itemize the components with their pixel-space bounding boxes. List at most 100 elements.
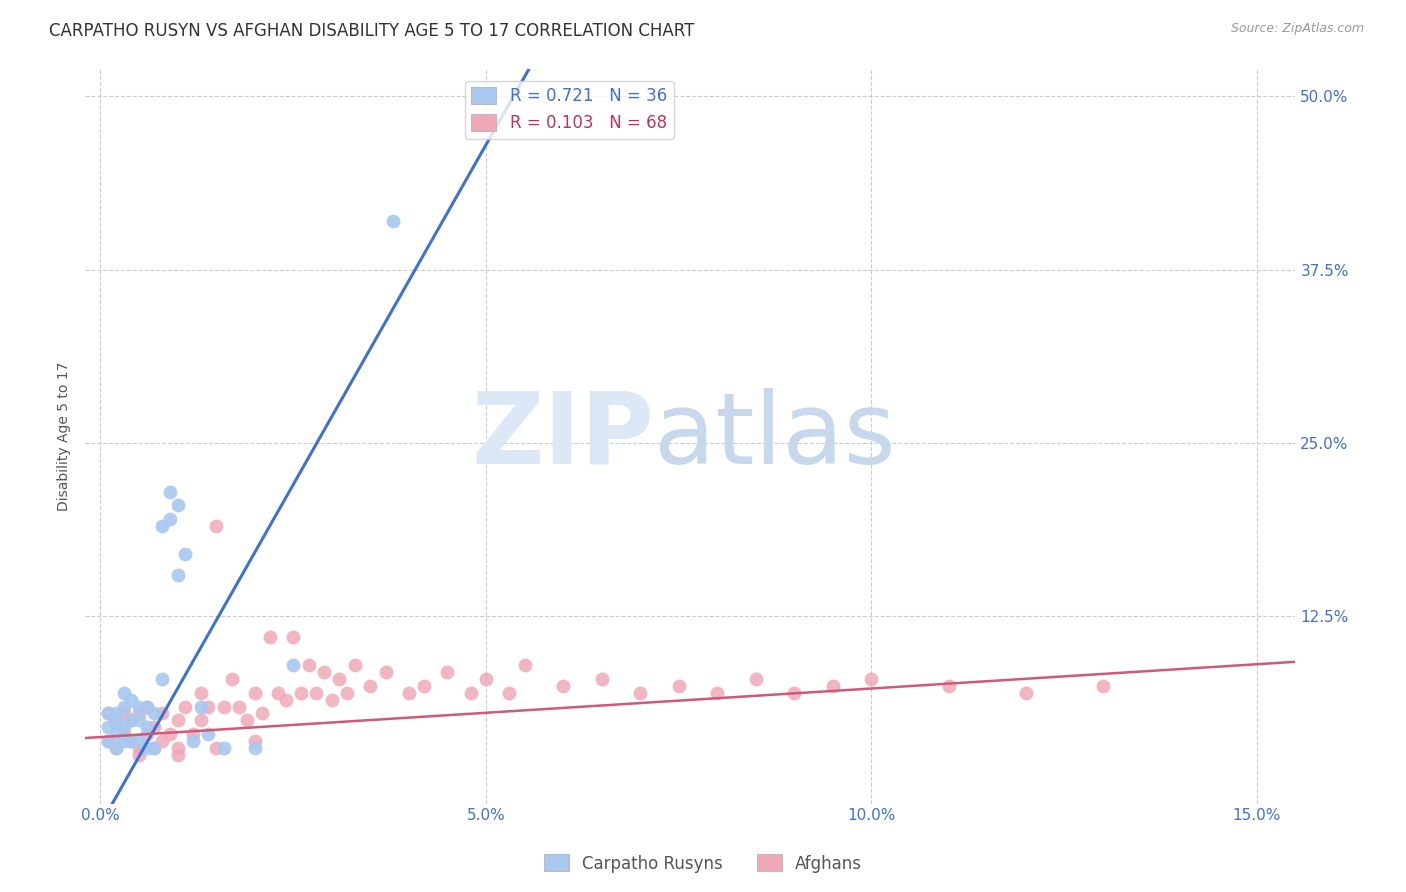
- Point: [143, 741, 166, 756]
- Point: [197, 727, 219, 741]
- Point: [166, 741, 188, 756]
- Point: [104, 741, 127, 756]
- Point: [104, 714, 127, 728]
- Point: [104, 706, 127, 721]
- Point: [166, 567, 188, 582]
- Point: [783, 686, 806, 700]
- Point: [128, 714, 150, 728]
- Point: [236, 714, 259, 728]
- Point: [382, 214, 405, 228]
- Point: [513, 657, 536, 672]
- Point: [150, 519, 173, 533]
- Point: [143, 720, 166, 734]
- Point: [112, 720, 135, 734]
- Point: [120, 714, 142, 728]
- Point: [1014, 686, 1036, 700]
- Point: [143, 706, 166, 721]
- Text: atlas: atlas: [654, 387, 896, 484]
- Point: [135, 741, 157, 756]
- Point: [174, 699, 197, 714]
- Point: [166, 747, 188, 762]
- Point: [298, 657, 321, 672]
- Point: [212, 741, 235, 756]
- Point: [938, 679, 960, 693]
- Point: [128, 706, 150, 721]
- Point: [336, 686, 359, 700]
- Point: [745, 672, 768, 686]
- Point: [104, 727, 127, 741]
- Legend: R = 0.721   N = 36, R = 0.103   N = 68: R = 0.721 N = 36, R = 0.103 N = 68: [465, 80, 673, 138]
- Point: [205, 741, 228, 756]
- Point: [821, 679, 844, 693]
- Point: [135, 699, 157, 714]
- Point: [591, 672, 613, 686]
- Point: [104, 741, 127, 756]
- Point: [321, 692, 343, 706]
- Point: [283, 630, 305, 644]
- Point: [274, 692, 297, 706]
- Point: [283, 657, 305, 672]
- Point: [159, 484, 181, 499]
- Point: [128, 747, 150, 762]
- Point: [159, 727, 181, 741]
- Point: [190, 686, 212, 700]
- Point: [112, 706, 135, 721]
- Point: [860, 672, 883, 686]
- Point: [205, 519, 228, 533]
- Point: [112, 734, 135, 748]
- Point: [398, 686, 420, 700]
- Text: CARPATHO RUSYN VS AFGHAN DISABILITY AGE 5 TO 17 CORRELATION CHART: CARPATHO RUSYN VS AFGHAN DISABILITY AGE …: [49, 22, 695, 40]
- Point: [128, 734, 150, 748]
- Point: [305, 686, 328, 700]
- Point: [128, 741, 150, 756]
- Point: [135, 699, 157, 714]
- Point: [112, 727, 135, 741]
- Point: [166, 714, 188, 728]
- Point: [97, 706, 120, 721]
- Point: [120, 692, 142, 706]
- Point: [551, 679, 574, 693]
- Point: [166, 499, 188, 513]
- Point: [1091, 679, 1114, 693]
- Point: [197, 699, 219, 714]
- Point: [190, 699, 212, 714]
- Point: [436, 665, 458, 679]
- Point: [343, 657, 366, 672]
- Point: [104, 716, 127, 731]
- Point: [150, 672, 173, 686]
- Point: [212, 699, 235, 714]
- Point: [150, 734, 173, 748]
- Point: [150, 706, 173, 721]
- Point: [374, 665, 396, 679]
- Point: [97, 720, 120, 734]
- Point: [97, 734, 120, 748]
- Point: [181, 727, 204, 741]
- Point: [706, 686, 728, 700]
- Point: [267, 686, 290, 700]
- Point: [112, 699, 135, 714]
- Point: [135, 720, 157, 734]
- Point: [174, 547, 197, 561]
- Point: [668, 679, 690, 693]
- Point: [128, 699, 150, 714]
- Point: [243, 686, 266, 700]
- Point: [359, 679, 381, 693]
- Point: [498, 686, 520, 700]
- Point: [259, 630, 281, 644]
- Point: [97, 734, 120, 748]
- Y-axis label: Disability Age 5 to 17: Disability Age 5 to 17: [58, 361, 72, 511]
- Legend: Carpatho Rusyns, Afghans: Carpatho Rusyns, Afghans: [537, 847, 869, 880]
- Point: [460, 686, 482, 700]
- Point: [181, 734, 204, 748]
- Point: [143, 741, 166, 756]
- Point: [120, 714, 142, 728]
- Point: [243, 734, 266, 748]
- Point: [413, 679, 436, 693]
- Point: [312, 665, 335, 679]
- Point: [135, 727, 157, 741]
- Point: [221, 672, 243, 686]
- Point: [190, 714, 212, 728]
- Text: Source: ZipAtlas.com: Source: ZipAtlas.com: [1230, 22, 1364, 36]
- Point: [328, 672, 350, 686]
- Point: [243, 741, 266, 756]
